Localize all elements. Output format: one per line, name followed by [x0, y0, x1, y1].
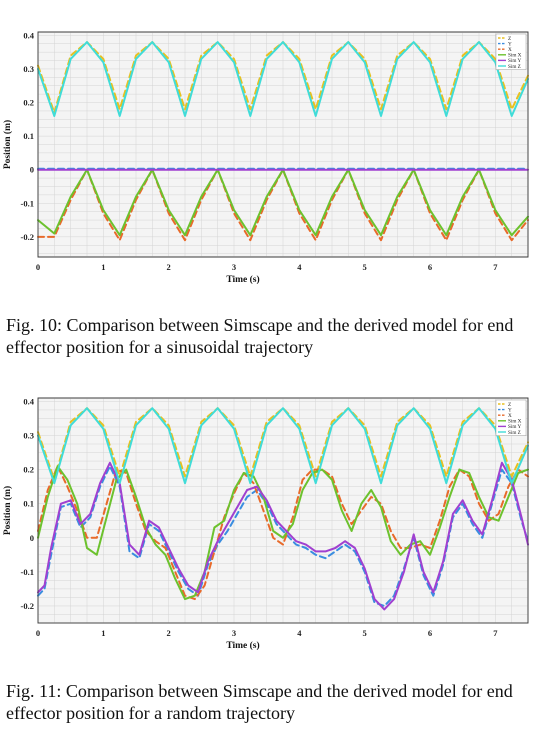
fig11-xlabel: Time (s)	[226, 640, 259, 651]
fig10-ytick-label: 0.1	[23, 131, 34, 141]
fig11-ytick-label: 0	[30, 533, 34, 543]
fig11-ytick-label: 0.4	[23, 396, 34, 406]
fig11-ytick-label: 0.2	[23, 465, 34, 475]
fig10-frame	[37, 31, 529, 258]
fig10-xtick-label: 3	[232, 262, 236, 272]
fig10-ytick-label: -0.1	[21, 198, 34, 208]
fig10-xtick-label: 2	[167, 262, 171, 272]
fig10-legend-label: Sim Y	[508, 58, 521, 64]
fig10-ytick-label: 0.2	[23, 98, 34, 108]
fig11-legend-label: Sim Z	[508, 430, 521, 436]
fig10-xtick-label: 7	[493, 262, 498, 272]
fig11-ytick-label: -0.2	[21, 601, 34, 611]
fig11-legend-box	[495, 399, 527, 436]
fig11-series-sim-z	[37, 407, 529, 485]
fig10-series-sim-z	[37, 41, 529, 117]
fig11-xtick-label: 4	[297, 628, 302, 638]
fig11-xtick-label: 6	[428, 628, 432, 638]
fig11-xtick-label: 2	[167, 628, 171, 638]
fig10-legend-label: Sim Z	[508, 64, 521, 70]
fig10-legend-label: Y	[508, 41, 512, 47]
fig10-legend-box	[495, 33, 527, 70]
fig10-xtick-label: 1	[101, 262, 105, 272]
fig11-series-x	[37, 465, 529, 601]
fig11-xtick-label: 5	[363, 628, 367, 638]
fig10-ytick-label: 0.3	[23, 64, 34, 74]
fig10-xtick-label: 6	[428, 262, 432, 272]
caption-fig10: Fig. 10: Comparison between Simscape and…	[6, 315, 514, 357]
fig11-ytick-label: 0.1	[23, 499, 34, 509]
fig10-legend-label: X	[508, 47, 512, 53]
fig10-series-x	[37, 168, 529, 242]
fig10-legend-label: Z	[508, 36, 511, 42]
fig11-series-sim-x	[37, 465, 529, 601]
figure-10: 0 1 2 3 4 5 6 7 0.4 0.3 0.2 0.1 0 -0.1 -0.2 Time (s) Pos…	[0, 22, 546, 302]
fig11-xtick-label: 3	[232, 628, 236, 638]
fig10-xlabel: Time (s)	[226, 274, 259, 285]
fig10-xtick-label: 5	[363, 262, 367, 272]
fig11-series-sim-y	[37, 461, 529, 611]
fig11-legend-label: X	[508, 413, 512, 419]
fig11-ylabel: Position (m)	[2, 486, 13, 535]
fig11-xtick-label: 0	[36, 628, 40, 638]
fig11-legend-label: Sim X	[508, 419, 522, 425]
fig11-ytick-label: -0.1	[21, 567, 34, 577]
fig10-ytick-label: -0.2	[21, 232, 34, 242]
fig10-xtick-label: 4	[297, 262, 302, 272]
fig10-ytick-label: 0.4	[23, 30, 34, 40]
fig10-ylabel: Position (m)	[2, 120, 13, 169]
fig10-legend-label: Sim X	[508, 53, 522, 59]
chart-fig10: 0 1 2 3 4 5 6 7 0.4 0.3 0.2 0.1 0 -0.1 -0.2 Time (s) Pos…	[2, 30, 529, 285]
fig11-legend-label: Y	[508, 407, 512, 413]
figure-11: 0 1 2 3 4 5 6 7 0.4 0.3 0.2 0.1 0 -0.1 -0.2 Time (s) Pos…	[0, 388, 546, 668]
fig11-legend-label: Sim Y	[508, 424, 521, 430]
fig11-grid	[37, 398, 529, 624]
fig11-ytick-label: 0.3	[23, 431, 34, 441]
fig10-ytick-label: 0	[30, 165, 34, 175]
fig11-frame	[37, 397, 529, 624]
chart-fig11: 0 1 2 3 4 5 6 7 0.4 0.3 0.2 0.1 0 -0.1 -0.2 Time (s) Pos…	[2, 396, 529, 651]
caption-fig11: Fig. 11: Comparison between Simscape and…	[6, 681, 513, 723]
fig11-xtick-label: 7	[493, 628, 498, 638]
fig11-legend-label: Z	[508, 402, 511, 408]
fig11-xtick-label: 1	[101, 628, 105, 638]
fig10-xtick-label: 0	[36, 262, 40, 272]
